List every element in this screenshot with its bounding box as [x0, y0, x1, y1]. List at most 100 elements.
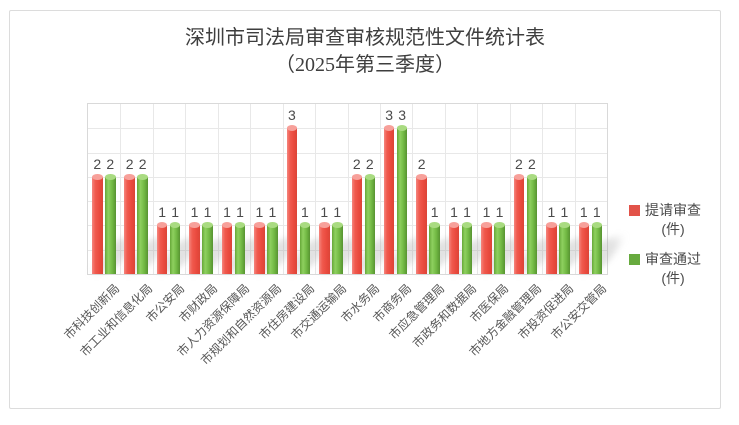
legend-swatch-submitted — [629, 205, 640, 216]
x-axis-label: 市投资促进局 — [515, 281, 577, 343]
bar-value-label: 1 — [333, 204, 342, 221]
bar-passed[interactable] — [105, 173, 116, 274]
bar-value-label: 2 — [93, 155, 102, 172]
bar-submitted[interactable] — [416, 173, 427, 274]
bar-cap — [559, 222, 570, 229]
legend-label-passed-unit: (件) — [661, 270, 685, 286]
bar-value-label: 3 — [398, 107, 407, 124]
bar-cap — [383, 125, 395, 132]
gridline-vertical — [217, 104, 219, 274]
bar-passed[interactable] — [559, 222, 570, 274]
x-axis-label: 市医保局 — [467, 281, 512, 326]
bar-value-label: 1 — [223, 204, 231, 221]
bar-value-label: 1 — [463, 204, 471, 221]
chart-title: 深圳市司法局审查审核规范性文件统计表 （2025年第三季度） — [10, 25, 720, 79]
bar-submitted[interactable] — [189, 222, 200, 274]
bar-cap — [124, 173, 135, 180]
x-axis-label: 市财政局 — [175, 281, 220, 326]
gridline-vertical — [152, 104, 154, 274]
bar-cap — [234, 222, 246, 229]
bar-value-label: 2 — [106, 155, 115, 172]
bar-cap — [429, 222, 440, 229]
gridline-vertical — [250, 104, 252, 274]
bar-value-label: 2 — [528, 155, 536, 172]
x-axis-label: 市科技创新局 — [61, 281, 123, 343]
gridline-vertical — [315, 104, 317, 274]
bar-cap — [461, 222, 473, 229]
legend-item-submitted[interactable]: 提请审查 (件) — [629, 201, 721, 239]
bar-value-label: 3 — [385, 107, 394, 124]
bar-cap — [578, 222, 590, 229]
x-axis-label: 市商务局 — [370, 281, 415, 326]
x-axis-label: 市人力资源保障局 — [174, 281, 253, 360]
chart-title-line-2: （2025年第三季度） — [275, 54, 455, 76]
bar-passed[interactable] — [526, 173, 538, 274]
bar-passed[interactable] — [202, 222, 213, 274]
bar-passed[interactable] — [234, 222, 246, 274]
legend-swatch-passed — [629, 254, 640, 265]
bar-value-label: 2 — [138, 155, 147, 172]
bar-submitted[interactable] — [546, 222, 557, 274]
x-axis-label: 市应急管理局 — [385, 281, 447, 343]
bar-passed[interactable] — [299, 222, 311, 274]
legend-label-submitted-unit: (件) — [661, 221, 685, 237]
bar-passed[interactable] — [591, 222, 603, 274]
bar-passed[interactable] — [364, 173, 375, 274]
gridline-vertical — [379, 104, 381, 274]
bar-cap — [92, 173, 103, 180]
bar-value-label: 1 — [560, 204, 569, 221]
bar-value-label: 1 — [320, 204, 329, 221]
bar-cap — [189, 222, 200, 229]
bar-value-label: 1 — [236, 204, 244, 221]
bar-cap — [448, 222, 460, 229]
gridline-vertical — [282, 104, 284, 274]
x-axis-label: 市公安局 — [143, 281, 188, 326]
bar-value-label: 2 — [365, 155, 374, 172]
bar-cap — [494, 222, 505, 229]
bar-value-label: 1 — [547, 204, 556, 221]
bar-passed[interactable] — [396, 125, 408, 274]
bar-cap — [526, 173, 538, 180]
bar-value-label: 1 — [482, 204, 491, 221]
bar-submitted[interactable] — [513, 173, 525, 274]
bar-cap — [591, 222, 603, 229]
bar-cap — [254, 222, 265, 229]
bar-passed[interactable] — [461, 222, 473, 274]
bar-cap — [396, 125, 408, 132]
bar-submitted[interactable] — [221, 222, 233, 274]
bar-submitted[interactable] — [448, 222, 460, 274]
bar-value-label: 2 — [352, 155, 361, 172]
legend-label-submitted: 提请审查 (件) — [645, 201, 701, 239]
bar-submitted[interactable] — [254, 222, 265, 274]
bar-cap — [364, 173, 375, 180]
bar-passed[interactable] — [267, 222, 278, 274]
bar-cap — [546, 222, 557, 229]
bar-submitted[interactable] — [156, 222, 168, 274]
bar-submitted[interactable] — [481, 222, 492, 274]
bar-submitted[interactable] — [383, 125, 395, 274]
bar-submitted[interactable] — [286, 125, 298, 274]
legend-label-submitted-name: 提请审查 — [645, 202, 701, 218]
bar-cap — [299, 222, 311, 229]
bar-submitted[interactable] — [92, 173, 103, 274]
bar-passed[interactable] — [169, 222, 181, 274]
bar-submitted[interactable] — [351, 173, 362, 274]
legend: 提请审查 (件) 审查通过 (件) — [629, 201, 721, 299]
legend-item-passed[interactable]: 审查通过 (件) — [629, 250, 721, 288]
bar-passed[interactable] — [137, 173, 148, 274]
x-axis-label: 市地方金融管理局 — [466, 281, 545, 360]
bar-passed[interactable] — [429, 222, 440, 274]
x-axis-label: 市水务局 — [338, 281, 382, 326]
bar-passed[interactable] — [332, 222, 343, 274]
bar-cap — [416, 173, 427, 180]
bar-value-label: 1 — [203, 204, 212, 221]
bar-submitted[interactable] — [578, 222, 590, 274]
bar-value-label: 1 — [495, 204, 504, 221]
chart-title-line-1: 深圳市司法局审查审核规范性文件统计表 — [185, 27, 545, 49]
bar-submitted[interactable] — [319, 222, 330, 274]
bar-submitted[interactable] — [124, 173, 135, 274]
bar-passed[interactable] — [494, 222, 505, 274]
bar-cap — [202, 222, 213, 229]
